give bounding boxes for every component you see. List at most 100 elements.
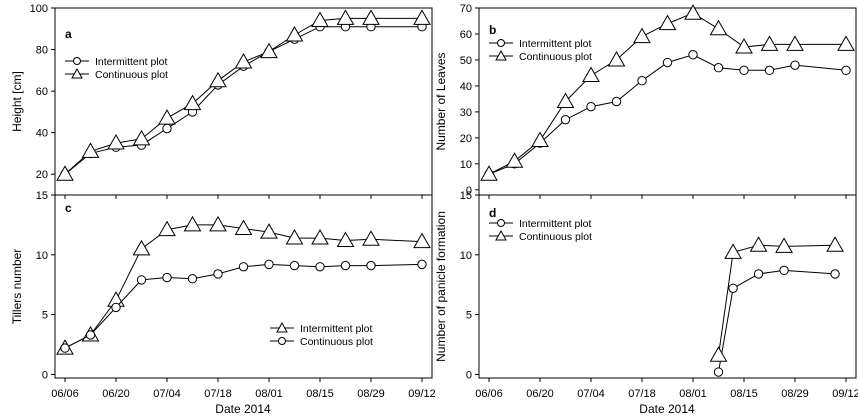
data-point-circle [136, 275, 147, 285]
data-point-triangle [362, 230, 380, 246]
series-line-a-circle [64, 26, 422, 175]
data-point-triangle [311, 11, 329, 27]
data-point-circle [560, 114, 571, 125]
data-point-triangle [285, 26, 304, 42]
legend-label: Continuous plot [300, 336, 373, 348]
x-tick-label: 06/20 [102, 388, 130, 400]
y-tick-label: 60 [36, 86, 48, 98]
x-tick-label: 09/12 [408, 388, 436, 400]
x-axis-title-right: Date 2014 [639, 402, 695, 416]
data-point-triangle [107, 134, 125, 150]
legend-marker-circle [497, 219, 505, 227]
data-point-triangle [480, 165, 498, 181]
data-point-triangle [81, 142, 100, 158]
legend-label: Continuous plot [519, 51, 592, 63]
data-point-triangle [505, 152, 524, 168]
data-point-triangle [362, 9, 380, 25]
data-point-triangle [260, 42, 278, 59]
x-axis-title-left: Date 2014 [215, 402, 271, 416]
y-tick-label: 0 [42, 369, 48, 381]
data-point-circle [340, 260, 351, 271]
x-tick-label: 08/01 [255, 388, 283, 400]
x-tick-label: 08/15 [306, 388, 334, 400]
panel-label-d: d [489, 206, 496, 220]
legend-label: Intermittent plot [300, 323, 372, 335]
data-point-circle [753, 269, 764, 279]
data-point-triangle [837, 35, 855, 51]
data-point-circle [611, 96, 622, 107]
data-point-triangle [183, 94, 202, 111]
panel-frame-d [478, 194, 857, 379]
y-axis-title-c: Tillers number [10, 249, 24, 325]
data-point-circle [728, 283, 738, 293]
data-point-triangle [413, 232, 431, 249]
data-point-circle [790, 60, 800, 70]
legend-label: Continuous plot [95, 69, 168, 81]
data-point-circle [238, 262, 249, 272]
y-tick-label: 10 [460, 250, 472, 262]
panel-label-b: b [489, 23, 496, 37]
y-tick-label: 30 [460, 107, 472, 119]
data-point-triangle [209, 71, 227, 88]
legend-marker-triangle [71, 67, 83, 79]
data-point-circle [688, 50, 698, 60]
data-point-circle [841, 65, 851, 76]
data-point-circle [264, 259, 274, 270]
x-tick-label: 07/04 [577, 388, 605, 400]
x-tick-label: 07/04 [153, 388, 181, 400]
legend-marker-triangle [495, 229, 507, 241]
data-point-triangle [413, 9, 431, 25]
data-point-circle [187, 274, 198, 284]
y-tick-label: 60 [460, 29, 472, 41]
data-point-triangle [132, 239, 151, 256]
data-point-circle [315, 262, 325, 272]
data-point-circle [162, 123, 172, 134]
data-point-circle [662, 57, 673, 68]
data-point-triangle [311, 229, 329, 245]
data-point-triangle [749, 236, 768, 252]
data-point-triangle [183, 215, 202, 232]
y-tick-label: 0 [466, 185, 472, 197]
data-point-circle [417, 259, 427, 270]
y-tick-label: 5 [466, 310, 472, 322]
y-tick-label: 50 [460, 55, 472, 67]
panel-frame-a [54, 7, 433, 196]
data-point-circle [586, 101, 596, 112]
legend-marker-triangle [276, 321, 288, 333]
x-tick-label: 08/29 [357, 388, 385, 400]
x-tick-label: 06/20 [526, 388, 554, 400]
data-point-triangle [556, 92, 575, 108]
data-point-triangle [633, 27, 651, 44]
y-axis-title-a: Height [cm] [10, 71, 24, 132]
data-point-triangle [786, 35, 804, 51]
y-tick-label: 20 [460, 133, 472, 145]
x-tick-label: 09/12 [832, 388, 858, 400]
data-point-triangle [336, 9, 355, 25]
legend-marker-triangle [495, 49, 507, 61]
legend-marker-circle [73, 57, 81, 65]
data-point-triangle [607, 50, 626, 67]
panel-label-a: a [65, 27, 72, 41]
data-point-triangle [158, 220, 176, 237]
y-tick-label: 100 [30, 3, 48, 15]
data-point-triangle [234, 219, 253, 235]
data-point-triangle [234, 53, 253, 69]
data-point-circle [366, 260, 376, 271]
data-point-circle [60, 343, 70, 353]
data-point-circle [85, 330, 96, 340]
data-point-circle [713, 367, 724, 377]
y-tick-label: 70 [460, 3, 472, 15]
data-point-circle [739, 65, 749, 76]
y-tick-label: 10 [460, 159, 472, 171]
panel-frame-c [54, 194, 433, 379]
data-point-triangle [709, 19, 728, 36]
data-point-circle [779, 265, 789, 276]
data-point-circle [213, 269, 223, 279]
data-point-circle [289, 260, 300, 271]
legend-label: Intermittent plot [519, 218, 591, 230]
legend-marker-circle [278, 337, 286, 345]
data-point-circle [713, 63, 724, 73]
data-point-triangle [336, 231, 355, 247]
